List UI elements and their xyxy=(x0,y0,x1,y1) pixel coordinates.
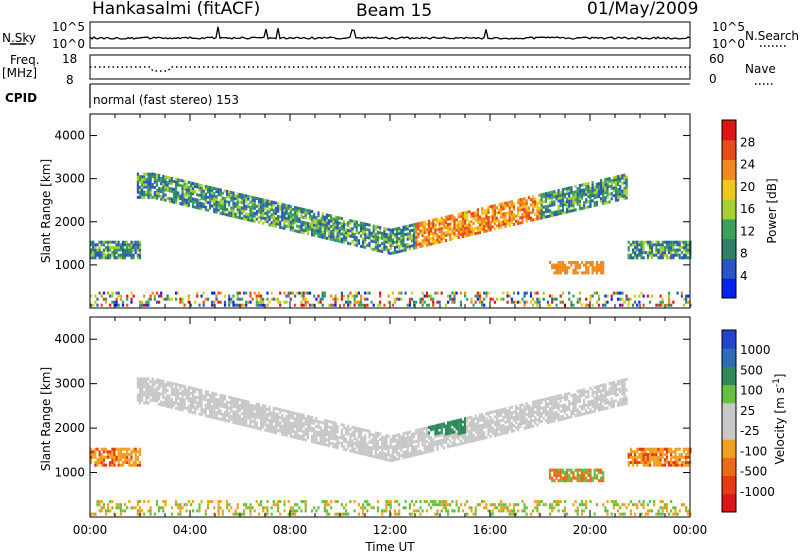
beam-title: Beam 15 xyxy=(356,1,432,21)
colorbar-tick: 28 xyxy=(740,135,755,149)
x-tick-label: 04:00 xyxy=(173,523,208,537)
colorbar-tick: -500 xyxy=(740,465,767,479)
nave-label: Nave xyxy=(745,62,776,76)
y-tick-label: 1000 xyxy=(54,258,85,272)
colorbar-tick: 4 xyxy=(740,269,748,283)
colorbar-swatch xyxy=(722,493,736,513)
nsearch-tick-top: 10^5 xyxy=(712,20,745,34)
y-tick-label: 3000 xyxy=(54,172,85,186)
power-ylabel: Slant Range [km] xyxy=(39,159,53,263)
power-colorbar: 4 8 12 16 20 24 28 Power [dB] xyxy=(721,119,779,299)
colorbar-swatch xyxy=(722,384,736,404)
colorbar-swatch xyxy=(722,421,736,440)
colorbar-swatch xyxy=(722,475,736,495)
y-tick-label: 2000 xyxy=(54,215,85,229)
y-tick-label: 4000 xyxy=(54,129,85,143)
velocity-colorbar-label: Velocity [m s-1] xyxy=(772,374,787,465)
power-panel: 1000 2000 3000 4000 Slant Range [km] xyxy=(39,113,692,309)
nave-tick-bottom: 0 xyxy=(709,72,717,86)
nsky-trace xyxy=(89,26,691,40)
cpid-panel: CPID normal (fast stereo) 153 xyxy=(5,84,239,108)
colorbar-swatch xyxy=(722,258,736,279)
colorbar-swatch xyxy=(722,120,736,141)
y-tick-label: 1000 xyxy=(54,466,85,480)
colorbar-tick: 100 xyxy=(740,384,763,398)
freq-tick-top: 18 xyxy=(62,52,77,66)
y-tick-label: 2000 xyxy=(54,421,85,435)
colorbar-swatch xyxy=(722,218,736,240)
x-tick-label: 00:00 xyxy=(673,523,708,537)
colorbar-swatch xyxy=(722,278,736,299)
nsky-label: N.Sky xyxy=(2,31,36,45)
power-y-axis: 1000 2000 3000 4000 xyxy=(54,129,690,272)
station-title: Hankasalmi (fitACF) xyxy=(92,0,260,19)
colorbar-swatch xyxy=(722,457,736,477)
colorbar-swatch xyxy=(722,348,736,367)
colorbar-tick: 500 xyxy=(740,363,763,377)
power-colorbar-label: Power [dB] xyxy=(765,178,779,243)
colorbar-tick: 1000 xyxy=(740,343,771,357)
velocity-ylabel: Slant Range [km] xyxy=(39,367,53,471)
colorbar-tick: 8 xyxy=(740,247,748,261)
x-tick-label: 16:00 xyxy=(473,523,508,537)
colorbar-tick: 16 xyxy=(740,202,755,216)
velocity-y-axis: 1000 2000 3000 4000 xyxy=(54,332,690,480)
cpid-text: normal (fast stereo) 153 xyxy=(93,93,239,107)
colorbar-swatch xyxy=(722,139,736,161)
power-x-ticks xyxy=(89,114,691,308)
y-tick-label: 4000 xyxy=(54,332,85,346)
velocity-colorbar: -1000 -500 -100 -25 25 100 500 1000 Velocity [m… xyxy=(721,329,787,513)
colorbar-swatch xyxy=(722,439,736,458)
y-tick-label: 3000 xyxy=(54,377,85,391)
x-tick-label: 08:00 xyxy=(273,523,308,537)
cpid-label: CPID xyxy=(5,91,37,105)
freq-label-1: Freq. xyxy=(10,53,40,67)
colorbar-swatch xyxy=(722,366,736,386)
x-tick-label: 12:00 xyxy=(373,523,408,537)
date-title: 01/May/2009 xyxy=(587,0,699,19)
colorbar-swatch xyxy=(722,179,736,200)
freq-label-2: [MHz] xyxy=(2,66,37,80)
velocity-x-axis: 00:00 04:00 08:00 12:00 16:00 20:00 00:00 xyxy=(73,317,708,537)
colorbar-tick: 12 xyxy=(740,224,755,238)
colorbar-tick: -25 xyxy=(740,424,760,438)
colorbar-tick: 20 xyxy=(740,180,755,194)
freq-trace xyxy=(90,66,690,72)
nsearch-tick-bottom: 10^0 xyxy=(712,37,745,51)
colorbar-swatch xyxy=(722,402,736,422)
nsky-tick-top: 10^5 xyxy=(52,20,85,34)
colorbar-tick: 25 xyxy=(740,404,755,418)
nave-tick-top: 60 xyxy=(709,52,724,66)
nsky-panel: N.Sky 10^5 10^0 10^5 10^0 N.Search xyxy=(2,20,799,51)
colorbar-swatch xyxy=(722,330,736,349)
colorbar-tick: -100 xyxy=(740,444,767,458)
freq-tick-bottom: 8 xyxy=(66,73,74,87)
colorbar-swatch xyxy=(722,199,736,220)
colorbar-swatch xyxy=(722,238,736,259)
velocity-data-marks xyxy=(90,377,692,516)
colorbar-tick: -1000 xyxy=(740,485,775,499)
freq-panel: Freq. [MHz] 18 8 60 0 Nave xyxy=(2,52,776,87)
velocity-xlabel: Time UT xyxy=(364,540,415,554)
nsearch-label: N.Search xyxy=(745,29,799,43)
x-tick-label: 00:00 xyxy=(73,523,108,537)
velocity-panel: 1000 2000 3000 4000 00:00 04:00 08:00 12:00 16:… xyxy=(39,316,708,554)
colorbar-swatch xyxy=(722,159,736,180)
colorbar-tick: 24 xyxy=(740,158,755,172)
x-tick-label: 20:00 xyxy=(573,523,608,537)
nsky-tick-bottom: 10^0 xyxy=(52,37,85,51)
